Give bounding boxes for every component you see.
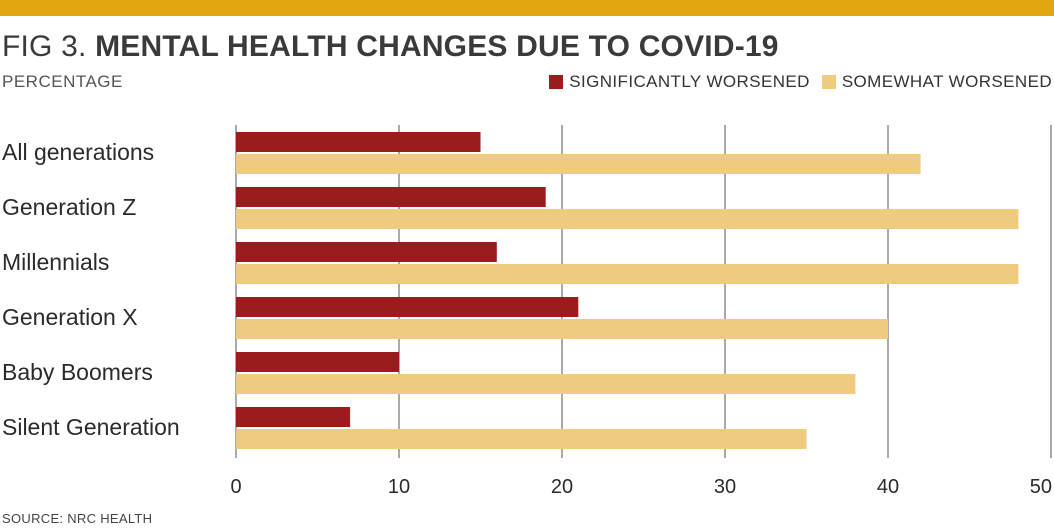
bar-somewhat-1 [236,209,1019,229]
accent-band [0,0,1054,16]
chart-title: FIG 3. MENTAL HEALTH CHANGES DUE TO COVI… [2,30,779,64]
tick-label-40: 40 [877,476,899,498]
bar-significantly-3 [236,297,579,317]
bar-somewhat-2 [236,264,1019,284]
legend-label-somewhat: SOMEWHAT WORSENED [841,72,1052,91]
bar-somewhat-5 [236,429,807,449]
bar-somewhat-3 [236,319,888,339]
legend-swatch-somewhat [821,75,836,89]
category-label-5: Silent Generation [2,414,180,440]
category-label-0: All generations [2,139,154,165]
tick-label-0: 0 [230,476,241,498]
category-label-3: Generation X [2,304,138,330]
tick-label-50: 50 [1030,476,1052,498]
category-label-2: Millennials [2,249,109,275]
legend-item-significantly: SIGNIFICANTLY WORSENED [549,72,810,92]
bar-somewhat-0 [236,154,921,174]
source-note: SOURCE: NRC HEALTH [2,511,153,526]
legend-item-somewhat: SOMEWHAT WORSENED [821,72,1052,92]
bar-significantly-2 [236,242,497,262]
tick-label-30: 30 [714,476,736,498]
legend: SIGNIFICANTLY WORSENED SOMEWHAT WORSENED [537,72,1052,92]
figure-label: FIG 3. [2,30,87,63]
axis-unit-label: PERCENTAGE [2,72,123,91]
bar-significantly-0 [236,132,481,152]
bar-somewhat-4 [236,374,856,394]
tick-label-10: 10 [388,476,410,498]
title-text: MENTAL HEALTH CHANGES DUE TO COVID-19 [95,30,779,63]
legend-swatch-significantly [549,75,564,89]
category-label-4: Baby Boomers [2,359,153,385]
bar-significantly-4 [236,352,399,372]
legend-label-significantly: SIGNIFICANTLY WORSENED [569,72,810,91]
bar-significantly-1 [236,187,546,207]
category-label-1: Generation Z [2,194,136,220]
tick-label-20: 20 [551,476,573,498]
bar-significantly-5 [236,407,351,427]
